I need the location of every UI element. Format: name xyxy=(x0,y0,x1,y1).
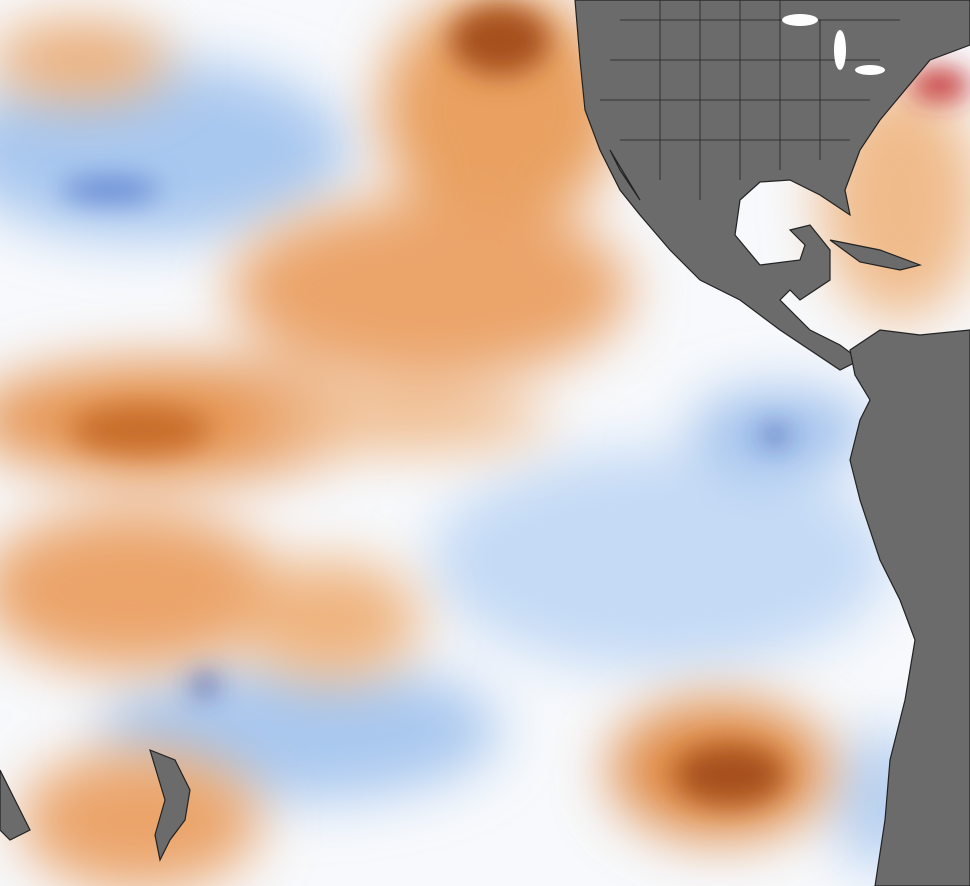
new-zealand xyxy=(149,748,191,862)
great-lakes xyxy=(782,14,885,75)
cuba xyxy=(829,239,923,271)
australia-edge xyxy=(0,769,31,841)
north-america xyxy=(574,0,970,371)
state-borders xyxy=(600,0,900,200)
baja-california xyxy=(609,149,641,201)
strong-anomalies xyxy=(60,5,970,805)
south-america xyxy=(849,329,970,886)
